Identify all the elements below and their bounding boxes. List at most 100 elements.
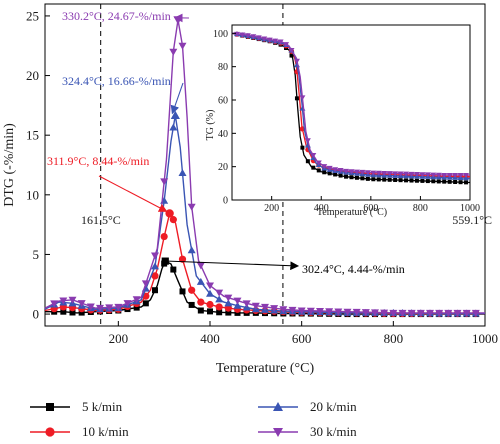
ref-line-label-161: 161.5°C — [81, 213, 121, 227]
point-30-k-min — [389, 309, 398, 317]
legend-label: 30 k/min — [310, 424, 357, 439]
inset-point-5-k-min — [436, 179, 441, 184]
inset-point-30-k-min — [283, 42, 290, 48]
inset-point-5-k-min — [458, 180, 463, 185]
legend-item-5-k-min: 5 k/min — [30, 399, 123, 414]
point-30-k-min — [361, 309, 370, 317]
main-y-axis-title: DTG (-%/min) — [2, 123, 17, 207]
point-30-k-min — [233, 297, 242, 305]
inset-point-5-k-min — [425, 179, 430, 184]
point-30-k-min — [251, 302, 260, 310]
inset-point-5-k-min — [365, 176, 370, 181]
inset-point-5-k-min — [349, 175, 354, 180]
point-20-k-min — [178, 168, 187, 176]
peak-point-10-k-min — [165, 209, 174, 218]
inset-point-30-k-min — [446, 173, 453, 178]
point-30-k-min — [242, 300, 251, 308]
inset-point-30-k-min — [272, 38, 279, 44]
point-30-k-min — [444, 309, 453, 317]
inset-point-5-k-min — [393, 177, 398, 182]
point-30-k-min — [462, 309, 471, 317]
point-30-k-min — [261, 303, 269, 311]
point-5-k-min — [179, 288, 186, 295]
main-plot-frame — [44, 3, 486, 327]
point-30-k-min — [270, 305, 279, 313]
inset-point-5-k-min — [294, 96, 299, 101]
point-20-k-min — [151, 262, 159, 270]
inset-point-30-k-min — [397, 171, 404, 177]
inset-point-5-k-min — [431, 179, 436, 184]
point-30-k-min — [288, 306, 297, 314]
inset-x-tick-label: 600 — [363, 203, 378, 214]
point-5-k-min — [152, 287, 158, 294]
point-30-k-min — [407, 309, 416, 317]
inset-point-30-k-min — [337, 168, 344, 174]
point-10-k-min — [215, 303, 223, 311]
point-30-k-min — [178, 42, 187, 50]
point-5-k-min — [197, 307, 204, 314]
inset-point-30-k-min — [343, 168, 350, 174]
inset-point-30-k-min — [430, 172, 437, 178]
point-30-k-min — [187, 203, 196, 211]
point-30-k-min — [59, 297, 68, 305]
inset-point-30-k-min — [261, 36, 268, 42]
inset-point-5-k-min — [447, 179, 452, 184]
point-30-k-min — [132, 296, 141, 304]
series-line-10-k-min — [44, 211, 485, 315]
inset-point-5-k-min — [442, 179, 447, 184]
x-tick-label: 600 — [292, 331, 312, 346]
point-30-k-min — [105, 304, 114, 312]
point-10-k-min — [188, 286, 196, 294]
point-30-k-min — [169, 48, 178, 56]
inset-point-5-k-min — [376, 177, 381, 182]
point-30-k-min — [325, 308, 334, 316]
inset-point-30-k-min — [348, 169, 355, 175]
inset-y-tick-label: 20 — [218, 162, 228, 173]
point-30-k-min — [151, 252, 159, 260]
point-30-k-min — [77, 300, 86, 308]
annotation-arrow-20-k-min — [170, 82, 184, 115]
inset-point-30-k-min — [457, 173, 464, 178]
legend-item-20-k-min: 20 k/min — [258, 399, 357, 414]
inset-point-30-k-min — [288, 48, 295, 53]
point-30-k-min — [352, 308, 361, 316]
point-30-k-min — [297, 307, 306, 315]
point-30-k-min — [224, 294, 233, 302]
point-30-k-min — [114, 303, 123, 311]
point-30-k-min — [196, 262, 205, 270]
legend: 5 k/min 10 k/min 20 k/min 30 k/min — [30, 399, 357, 439]
y-tick-label: 15 — [26, 128, 39, 143]
point-30-k-min — [141, 280, 150, 288]
x-tick-label: 1000 — [472, 331, 498, 346]
y-tick-label: 0 — [33, 307, 40, 322]
inset-point-5-k-min — [354, 175, 359, 180]
point-30-k-min — [86, 303, 95, 311]
inset-x-tick-label: 400 — [314, 203, 329, 214]
inset-x-tick-label: 200 — [264, 203, 279, 214]
inset-point-5-k-min — [360, 176, 365, 181]
inset-point-30-k-min — [408, 171, 415, 177]
inset-y-tick-label: 80 — [218, 62, 228, 73]
point-10-k-min — [169, 216, 177, 224]
legend-label: 5 k/min — [82, 399, 123, 414]
inset-point-5-k-min — [305, 159, 310, 164]
inset-point-5-k-min — [382, 177, 387, 182]
point-30-k-min — [279, 306, 288, 314]
inset-point-30-k-min — [463, 173, 470, 178]
inset-y-axis-title: TG (%) — [205, 110, 216, 141]
inset-point-30-k-min — [413, 172, 420, 178]
inset-point-30-k-min — [403, 171, 410, 177]
inset-point-30-k-min — [364, 170, 371, 176]
point-30-k-min — [215, 289, 224, 297]
point-10-k-min — [151, 272, 159, 280]
point-20-k-min — [224, 299, 233, 307]
peak-label-5k: 302.4°C, 4.44-%/min — [302, 262, 405, 276]
point-30-k-min — [96, 304, 104, 312]
point-30-k-min — [160, 178, 169, 186]
inset-point-30-k-min — [299, 95, 306, 101]
inset-point-5-k-min — [371, 177, 376, 182]
inset-series-30-k-min — [231, 31, 470, 178]
point-5-k-min — [133, 304, 140, 311]
point-20-k-min — [196, 277, 205, 285]
